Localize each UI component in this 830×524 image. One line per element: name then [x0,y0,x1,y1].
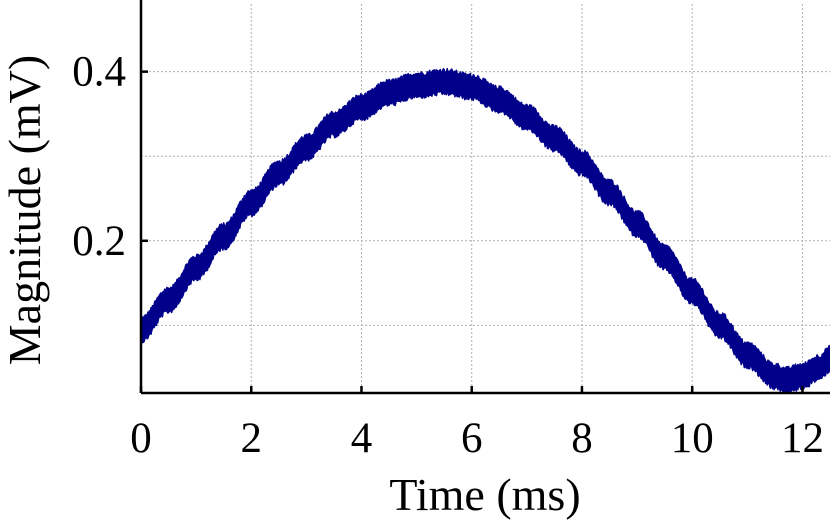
y-tick-label: 0.2 [72,218,126,265]
x-tick-label: 0 [130,415,152,462]
x-tick-label: 2 [240,415,262,462]
y-axis-title: Magnitude (mV) [0,55,50,365]
x-tick-label: 12 [781,415,824,462]
grid-lines [141,4,830,393]
series-line [140,67,830,395]
axes [139,0,830,395]
tick-labels: 0 2 4 6 8 10 12 0.2 0.4 [72,49,824,462]
x-axis-title: Time (ms) [389,469,580,520]
x-tick-label: 4 [351,415,373,462]
x-tick-label: 10 [671,415,714,462]
data-layer [140,67,830,395]
x-tick-label: 8 [571,415,593,462]
x-tick-label: 6 [461,415,483,462]
y-tick-label: 0.4 [72,49,126,96]
